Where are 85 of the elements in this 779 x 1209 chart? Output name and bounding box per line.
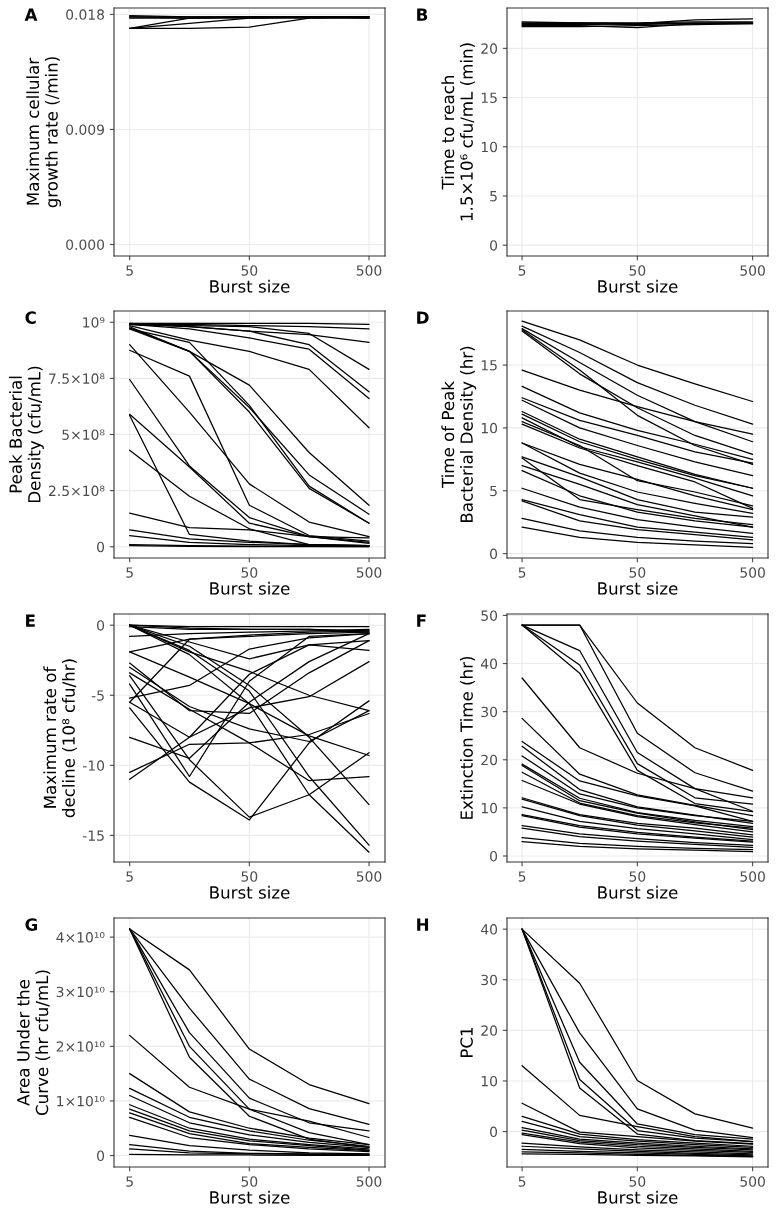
chart-title: G <box>25 918 38 931</box>
y-tick-label: 20 <box>481 1025 498 1036</box>
y-tick-label: 10 <box>481 422 498 434</box>
y-tick-label: 0 <box>490 548 498 560</box>
x-axis-title: Burst size <box>210 279 290 293</box>
x-axis-title: Burst size <box>598 885 678 899</box>
chart-title: F <box>417 614 426 627</box>
y-axis-title: Maximum cellular growth rate (/min) <box>26 57 62 208</box>
y-tick-label: 0 <box>97 541 105 553</box>
x-axis-title: Burst size <box>210 1190 290 1204</box>
y-tick-label: 5 <box>490 485 497 497</box>
y-tick-label: 0.018 <box>66 9 105 20</box>
y-tick-label: 0 <box>97 1150 105 1162</box>
x-tick-label: 5 <box>126 567 133 578</box>
x-tick-label: 500 <box>740 1176 765 1187</box>
x-tick-label: 5 <box>126 1176 133 1187</box>
x-tick-label: 50 <box>241 871 258 882</box>
y-tick-label: 15 <box>481 360 497 371</box>
y-tick-label: 0.009 <box>66 124 104 135</box>
y-tick-label: 0 <box>490 240 498 251</box>
y-tick-label: 7.5×10⁸ <box>49 373 105 384</box>
x-tick-label: 500 <box>356 871 382 882</box>
y-axis-title: Extinction Time (hr) <box>460 656 475 819</box>
y-tick-label: 2×10¹⁰ <box>56 1041 105 1052</box>
y-tick-label: 5×10⁸ <box>62 429 105 440</box>
x-tick-label: 500 <box>740 567 765 578</box>
y-axis-title: Area Under the Curve (hr cfu/mL) <box>16 970 51 1116</box>
y-tick-label: 5 <box>490 191 497 202</box>
y-axis-title: Maximum rate of decline (10⁸ cfu/hr) <box>43 659 77 818</box>
y-axis-title: Peak Bacterial Density (cfu/mL) <box>9 366 44 503</box>
x-tick-label: 5 <box>518 871 526 882</box>
y-tick-label: 40 <box>480 924 498 935</box>
chart-title: H <box>417 918 429 931</box>
y-tick-label: 3×10¹⁰ <box>56 986 105 998</box>
x-axis-title: Burst size <box>598 1190 678 1204</box>
y-tick-label: 0 <box>97 620 105 631</box>
y-tick-label: 50 <box>481 610 498 621</box>
x-tick-label: 50 <box>241 265 258 276</box>
y-tick-label: -15 <box>82 830 104 841</box>
x-tick-label: 500 <box>740 265 765 276</box>
x-tick-label: 5 <box>518 265 526 276</box>
y-tick-label: 4×10¹⁰ <box>56 932 105 943</box>
chart-title: C <box>25 311 36 324</box>
y-tick-label: 0.000 <box>66 239 105 250</box>
x-axis-title: Burst size <box>598 581 678 595</box>
x-axis-title: Burst size <box>598 279 678 293</box>
x-axis-title: Burst size <box>210 885 290 899</box>
x-tick-label: 5 <box>518 1176 526 1187</box>
x-tick-label: 50 <box>629 567 646 578</box>
y-tick-label: 30 <box>481 706 498 718</box>
chart-title: B <box>417 8 428 21</box>
y-tick-label: -10 <box>82 760 105 771</box>
y-tick-label: 0 <box>490 850 498 862</box>
y-tick-label: -5 <box>91 690 104 701</box>
y-tick-label: 10 <box>481 1075 498 1087</box>
x-tick-label: 500 <box>356 567 382 578</box>
y-axis-title: PC1 <box>460 1027 473 1058</box>
x-tick-label: 500 <box>740 871 765 882</box>
x-tick-label: 50 <box>241 567 258 578</box>
y-tick-label: 10⁹ <box>83 317 105 328</box>
x-tick-label: 50 <box>629 265 646 276</box>
y-tick-label: 0 <box>490 1126 498 1138</box>
y-tick-label: 10 <box>481 802 498 814</box>
x-tick-label: 500 <box>356 265 382 276</box>
chart-title: D <box>417 311 429 324</box>
y-tick-label: 20 <box>481 754 498 766</box>
x-tick-label: 50 <box>241 1176 258 1187</box>
x-tick-label: 5 <box>126 265 133 276</box>
y-tick-label: 20 <box>481 43 498 54</box>
x-tick-label: 5 <box>518 567 526 578</box>
x-tick-label: 500 <box>356 1176 382 1187</box>
chart-title: A <box>24 8 38 21</box>
y-tick-label: 10 <box>481 141 498 153</box>
chart-title: E <box>26 614 35 627</box>
y-axis-title: Time to reach 1.5×10⁶ cfu/mL (min) <box>441 43 475 221</box>
y-tick-label: 15 <box>481 92 497 104</box>
x-tick-label: 50 <box>629 871 646 882</box>
y-tick-label: 1×10¹⁰ <box>57 1095 105 1107</box>
y-axis-title: Time of Peak Bacterial Density (hr) <box>441 346 477 523</box>
y-tick-label: 30 <box>481 974 498 986</box>
y-tick-label: 2.5×10⁸ <box>49 485 105 497</box>
x-tick-label: 50 <box>629 1176 646 1187</box>
x-tick-label: 5 <box>126 871 133 882</box>
y-tick-label: 40 <box>480 658 498 670</box>
x-axis-title: Burst size <box>210 581 290 595</box>
